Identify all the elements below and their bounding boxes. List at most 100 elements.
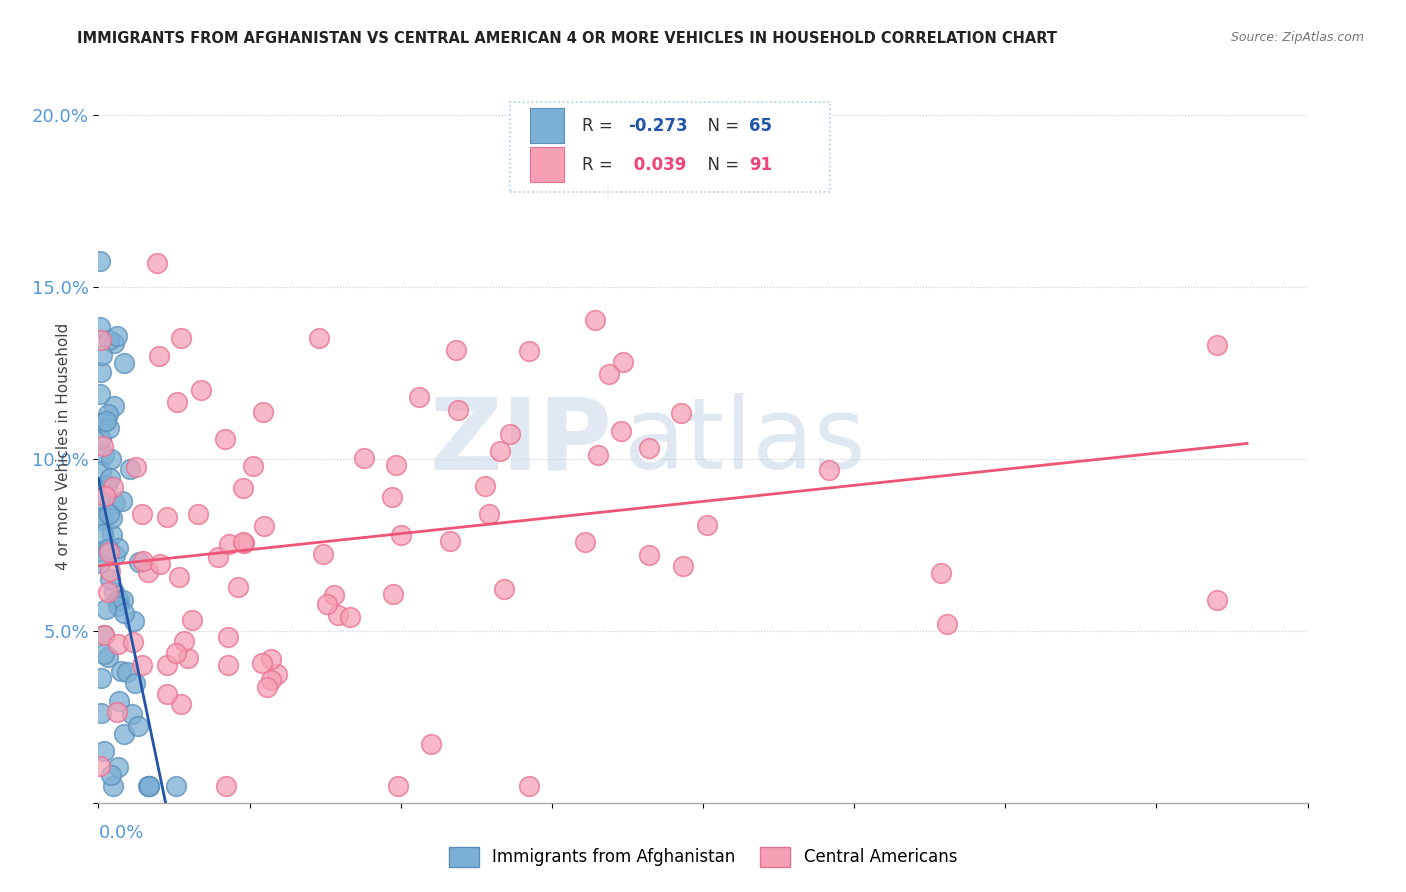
Point [97,421,120,435]
Point [90,333,112,347]
Point [101,480,124,494]
Point [89,513,111,527]
Point [217,657,239,672]
Point [136,565,159,579]
Point [696,517,718,532]
Point [381,490,404,504]
Point [609,424,631,438]
Point [94,414,117,428]
Text: Source: ZipAtlas.com: Source: ZipAtlas.com [1230,31,1364,45]
Point [444,343,467,358]
Point [90,432,112,446]
Point [93,448,115,462]
Point [260,652,283,666]
Point [112,356,135,370]
Point [97,507,120,521]
Point [105,705,128,719]
Point [935,617,957,632]
Point [148,349,170,363]
Point [207,549,229,564]
Point [256,680,278,694]
Point [231,481,253,495]
Point [97,584,120,599]
Point [166,395,188,409]
Point [103,400,125,414]
Point [170,331,193,345]
Point [107,637,129,651]
Point [446,403,468,417]
Point [176,651,198,665]
Point [107,592,129,607]
Point [517,343,540,358]
Point [97,407,120,421]
Point [89,544,111,558]
Text: R =: R = [582,117,619,135]
Point [101,779,124,793]
Point [323,588,346,602]
Text: N =: N = [697,117,744,135]
Point [118,462,141,476]
Point [98,564,121,578]
Point [478,507,501,521]
Point [89,491,111,506]
Point [232,535,254,549]
Point [326,607,349,622]
Point [316,597,339,611]
Point [94,602,117,616]
Point [308,331,330,345]
Point [103,585,125,599]
Text: 4 or more Vehicles in Household: 4 or more Vehicles in Household [56,322,70,570]
Point [492,582,515,596]
Point [612,355,634,369]
Point [574,534,596,549]
Point [90,510,112,524]
Point [97,333,120,347]
Point [148,558,170,572]
Point [339,610,361,624]
Text: N =: N = [697,156,744,174]
Point [165,779,187,793]
Point [122,614,145,628]
Point [250,656,273,670]
Point [138,779,160,793]
Text: -0.273: -0.273 [628,117,688,135]
Point [90,671,112,685]
Point [671,406,693,420]
Text: IMMIGRANTS FROM AFGHANISTAN VS CENTRAL AMERICAN 4 OR MORE VEHICLES IN HOUSEHOLD : IMMIGRANTS FROM AFGHANISTAN VS CENTRAL A… [77,31,1057,46]
Point [93,627,115,641]
Point [90,464,112,478]
Point [124,675,146,690]
Point [94,489,117,503]
Point [242,459,264,474]
Point [252,405,274,419]
Point [929,566,952,580]
Point [97,541,120,556]
Point [100,451,122,466]
Point [98,471,121,485]
Point [93,628,115,642]
Point [598,367,620,381]
Point [214,433,236,447]
Point [89,556,111,570]
Point [90,365,112,379]
Point [312,547,335,561]
Point [391,527,413,541]
Point [91,526,114,541]
Point [583,313,606,327]
Bar [530,147,564,182]
Point [586,449,609,463]
Point [124,460,146,475]
Point [353,450,375,465]
Text: atlas: atlas [624,393,866,490]
Point [127,719,149,733]
Point [90,348,112,362]
Point [156,688,179,702]
Point [100,768,122,782]
Point [115,665,138,679]
Point [101,528,124,542]
Point [91,416,114,430]
Point [420,737,443,751]
Point [226,580,249,594]
Point [146,256,169,270]
Point [1206,593,1229,607]
